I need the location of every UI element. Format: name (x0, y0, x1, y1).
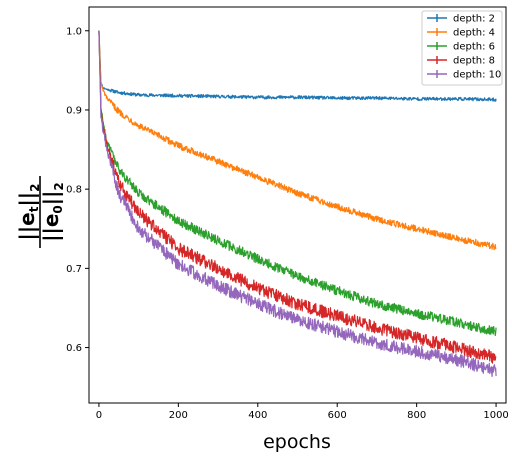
x-tick-label: 0 (96, 410, 102, 421)
x-axis-title: epochs (263, 431, 331, 453)
series-line (98, 30, 497, 251)
x-tick-label: 200 (169, 410, 188, 421)
plot-frame (88, 6, 507, 404)
y-axis-ticks: 0.6 0.7 0.8 0.9 1.0 (66, 26, 89, 354)
x-tick-label: 800 (407, 410, 426, 421)
x-tick-label: 1000 (483, 410, 508, 421)
x-axis-ticks: 0 200 400 600 800 1000 (96, 403, 509, 421)
legend-label: depth: 4 (453, 28, 495, 39)
series-line (98, 30, 497, 102)
legend-label: depth: 8 (453, 56, 495, 67)
y-axis-title-denominator: ||e0||2 (39, 182, 66, 242)
y-axis-title: ||et||2 ||e0||2 (15, 176, 66, 248)
series-line (98, 30, 497, 337)
y-tick-label: 0.6 (66, 343, 82, 354)
series-layer (98, 30, 497, 378)
series-line (98, 30, 497, 364)
y-tick-label: 0.9 (66, 105, 82, 116)
x-tick-label: 400 (248, 410, 267, 421)
legend-label: depth: 10 (453, 70, 501, 81)
y-axis-title-numerator: ||et||2 (15, 184, 42, 241)
x-tick-label: 600 (328, 410, 347, 421)
legend-frame (421, 10, 503, 86)
y-tick-label: 1.0 (66, 26, 82, 37)
y-tick-label: 0.8 (66, 185, 82, 196)
legend-label: depth: 2 (453, 14, 495, 25)
legend: depth: 2 depth: 4 depth: 6 depth: 8 depth: 1… (421, 10, 503, 86)
legend-label: depth: 6 (453, 42, 495, 53)
series-line (98, 30, 497, 378)
y-tick-label: 0.7 (66, 264, 82, 275)
